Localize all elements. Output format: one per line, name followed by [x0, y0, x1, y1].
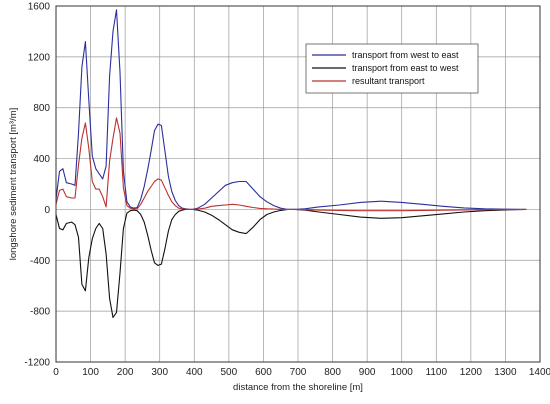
y-tick-labels: 1600 1200 800 400 0 -400 -800 -1200	[24, 2, 50, 369]
x-tick-label: 100	[82, 367, 99, 378]
x-tick-label: 500	[221, 367, 238, 378]
x-tick-label: 1300	[494, 367, 517, 378]
x-tick-label: 600	[255, 367, 272, 378]
series-lines	[55, 9, 527, 319]
legend-label-0: transport from west to east	[352, 50, 459, 60]
y-tick-label: -1200	[24, 358, 50, 369]
x-tick-label: 400	[186, 367, 203, 378]
y-tick-label: 400	[33, 154, 50, 165]
y-axis-label: longshore sediment transport [m³/m]	[8, 108, 19, 261]
x-tick-label: 1000	[391, 367, 414, 378]
x-tick-labels: 0 100 200 300 400 500 600 700 800 900 1000 1100 1200…	[53, 367, 550, 378]
legend-label-2: resultant transport	[352, 76, 425, 86]
y-tick-label: -400	[30, 256, 50, 267]
legend-label-1: transport from east to west	[352, 63, 459, 73]
x-tick-label: 1200	[460, 367, 483, 378]
plot-frame	[55, 5, 541, 363]
series-line-0	[55, 9, 527, 210]
y-tick-label: 800	[33, 103, 50, 114]
x-tick-label: 0	[53, 367, 59, 378]
x-tick-label: 1400	[529, 367, 550, 378]
y-tick-label: 0	[44, 205, 50, 216]
x-tick-label: 800	[324, 367, 341, 378]
legend-box	[305, 43, 479, 94]
x-tick-label: 1100	[426, 367, 448, 378]
legend: transport from west to east transport fro…	[305, 43, 479, 94]
x-axis-label: distance from the shoreline [m]	[233, 382, 363, 393]
x-tick-label: 900	[359, 367, 376, 378]
series-line-1	[55, 208, 527, 319]
y-tick-label: -800	[30, 307, 50, 318]
x-tick-label: 300	[151, 367, 168, 378]
x-tick-label: 200	[117, 367, 134, 378]
x-tick-label: 700	[290, 367, 307, 378]
y-tick-label: 1600	[28, 2, 51, 13]
y-tick-label: 1200	[28, 52, 51, 63]
series-line-2	[55, 117, 527, 212]
